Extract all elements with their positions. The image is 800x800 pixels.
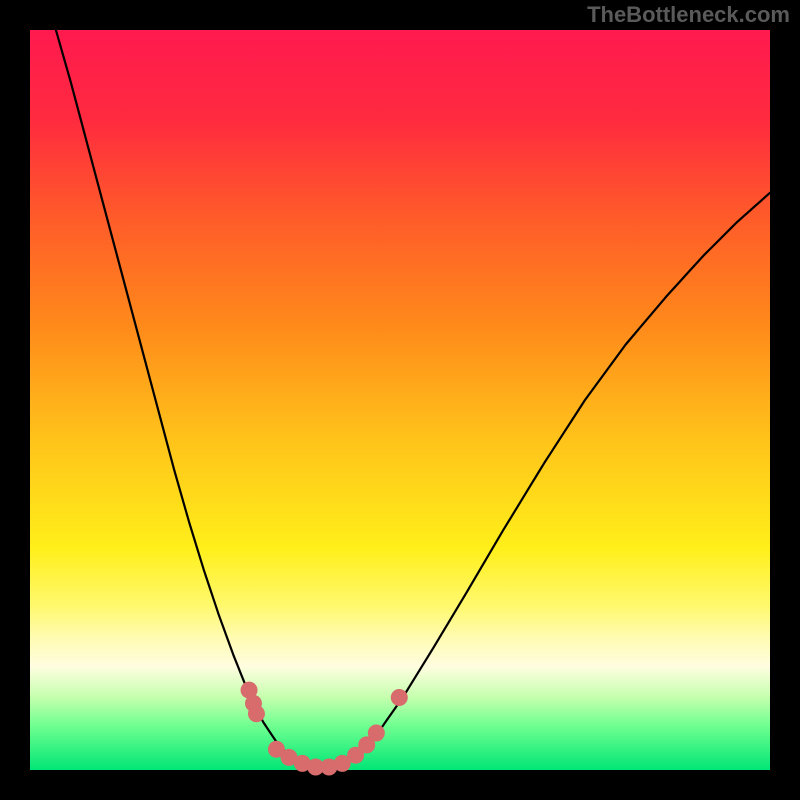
- watermark-text: TheBottleneck.com: [587, 2, 790, 28]
- bottleneck-chart: [0, 0, 800, 800]
- chart-container: TheBottleneck.com: [0, 0, 800, 800]
